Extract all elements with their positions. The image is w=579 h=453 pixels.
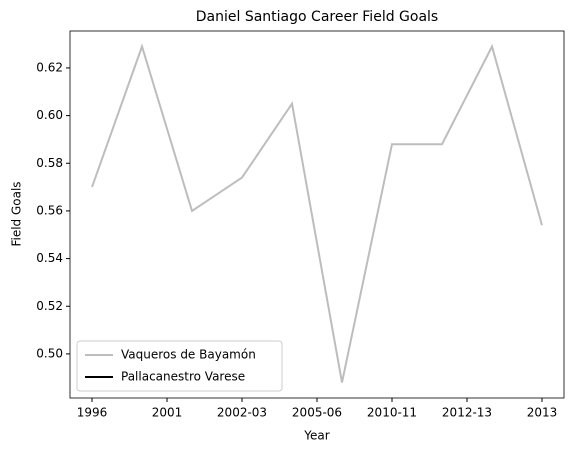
x-tick-label: 2005-06 — [292, 406, 342, 420]
x-tick-label: 1996 — [77, 406, 108, 420]
y-tick-label: 0.58 — [36, 156, 63, 170]
y-tick-label: 0.62 — [36, 60, 63, 74]
x-tick-label: 2002-03 — [217, 406, 267, 420]
legend-box — [76, 340, 283, 392]
y-axis-label: Field Goals — [10, 181, 24, 246]
y-tick-label: 0.54 — [36, 251, 63, 265]
x-tick-label: 2001 — [152, 406, 183, 420]
x-tick-label: 2013 — [527, 406, 558, 420]
line-series — [91, 43, 543, 383]
chart-title: Daniel Santiago Career Field Goals — [196, 9, 438, 25]
x-tick-label: 2012-13 — [442, 406, 492, 420]
x-axis-label: Year — [303, 429, 329, 443]
x-tick-label: 2010-11 — [367, 406, 417, 420]
legend-label: Vaqueros de Bayamón — [121, 348, 256, 362]
legend-label: Pallacanestro Varese — [121, 370, 245, 384]
plot-frame — [69, 30, 565, 399]
y-tick-label: 0.52 — [36, 299, 63, 313]
y-tick-label: 0.50 — [36, 346, 63, 360]
y-tick-label: 0.60 — [36, 108, 63, 122]
y-tick-label: 0.56 — [36, 203, 63, 217]
